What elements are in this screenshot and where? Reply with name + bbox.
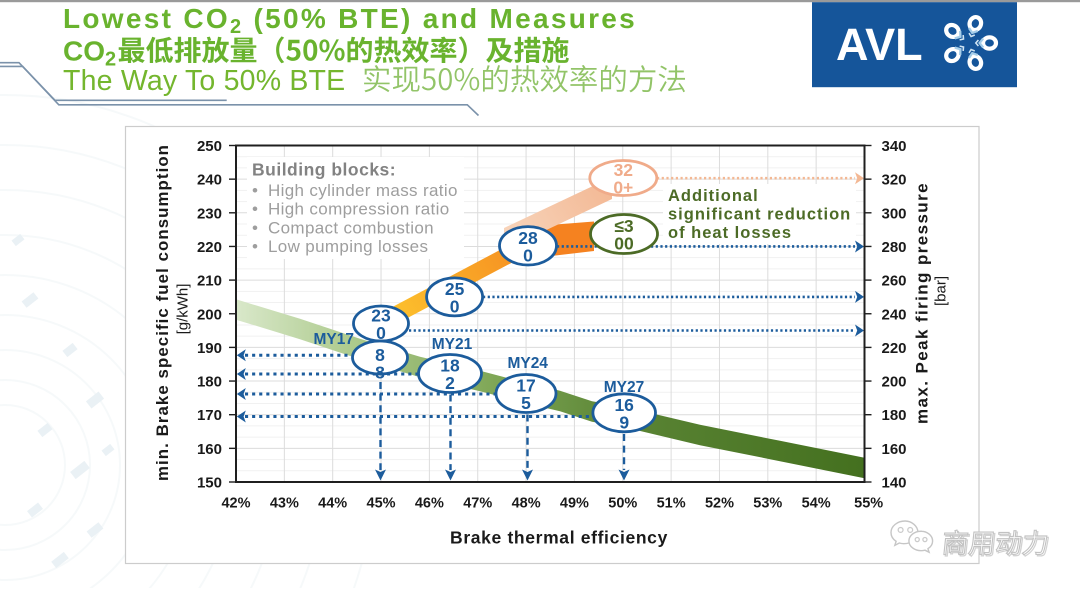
svg-text:•: • <box>252 181 258 200</box>
svg-text:42%: 42% <box>221 496 250 512</box>
svg-text:0: 0 <box>523 245 533 265</box>
svg-text:240: 240 <box>197 172 222 189</box>
svg-text:8: 8 <box>375 363 385 383</box>
svg-text:0+: 0+ <box>613 178 633 198</box>
svg-text:MY17: MY17 <box>314 331 355 348</box>
svg-text:47%: 47% <box>463 496 492 512</box>
svg-text:•: • <box>252 200 258 219</box>
svg-text:17: 17 <box>516 376 535 396</box>
svg-text:150: 150 <box>197 475 222 492</box>
svg-text:300: 300 <box>882 205 907 222</box>
svg-text:•: • <box>252 218 258 237</box>
svg-text:48%: 48% <box>512 496 541 512</box>
svg-text:49%: 49% <box>560 496 589 512</box>
svg-text:320: 320 <box>882 172 907 189</box>
svg-text:220: 220 <box>197 239 222 256</box>
svg-text:0: 0 <box>376 323 386 343</box>
svg-text:190: 190 <box>197 340 222 357</box>
svg-text:AVL: AVL <box>836 19 923 70</box>
svg-text:0: 0 <box>450 296 460 316</box>
svg-text:180: 180 <box>197 374 222 391</box>
svg-text:min. Brake specific fuel consu: min. Brake specific fuel consumption <box>153 144 172 481</box>
svg-text:43%: 43% <box>270 496 299 512</box>
svg-text:16: 16 <box>614 395 634 415</box>
svg-text:230: 230 <box>197 205 222 222</box>
svg-text:MY21: MY21 <box>432 336 473 353</box>
svg-text:250: 250 <box>197 138 222 155</box>
svg-text:32: 32 <box>614 160 634 180</box>
svg-text:44%: 44% <box>318 496 347 512</box>
svg-text:MY27: MY27 <box>604 379 645 396</box>
svg-text:18: 18 <box>440 356 460 376</box>
svg-text:9: 9 <box>619 412 629 432</box>
svg-text:≤3: ≤3 <box>614 216 634 236</box>
svg-text:160: 160 <box>882 441 907 458</box>
svg-text:240: 240 <box>882 306 907 323</box>
svg-text:Low pumping losses: Low pumping losses <box>268 237 428 256</box>
svg-text:280: 280 <box>882 239 907 256</box>
svg-text:[g/kWh]: [g/kWh] <box>175 284 192 335</box>
svg-text:5: 5 <box>521 393 531 413</box>
svg-text:CO2: CO2 <box>63 36 116 71</box>
svg-text:High compression ratio: High compression ratio <box>268 200 450 219</box>
svg-text:Brake thermal efficiency: Brake thermal efficiency <box>450 528 668 548</box>
svg-text:50%: 50% <box>608 496 637 512</box>
svg-text:260: 260 <box>882 273 907 290</box>
svg-text:45%: 45% <box>367 496 396 512</box>
svg-text:210: 210 <box>197 273 222 290</box>
svg-text:Lowest CO2 (50% BTE) and Measu: Lowest CO2 (50% BTE) and Measures <box>63 3 637 38</box>
svg-text:8: 8 <box>375 345 385 365</box>
svg-text:[bar]: [bar] <box>933 276 950 306</box>
svg-text:54%: 54% <box>802 496 831 512</box>
svg-text:•: • <box>252 237 258 256</box>
svg-text:200: 200 <box>197 306 222 323</box>
svg-text:25: 25 <box>445 279 465 299</box>
svg-text:2: 2 <box>445 373 455 393</box>
svg-text:23: 23 <box>371 306 391 326</box>
svg-text:140: 140 <box>882 475 907 492</box>
svg-text:MY24: MY24 <box>507 355 548 372</box>
svg-text:of heat losses: of heat losses <box>668 224 792 242</box>
svg-text:28: 28 <box>518 228 538 248</box>
svg-text:170: 170 <box>197 407 222 424</box>
svg-text:46%: 46% <box>415 496 444 512</box>
svg-text:52%: 52% <box>705 496 734 512</box>
svg-text:55%: 55% <box>854 496 883 512</box>
svg-text:Additional: Additional <box>668 187 759 205</box>
svg-text:significant reduction: significant reduction <box>668 206 851 224</box>
svg-text:180: 180 <box>882 407 907 424</box>
svg-text:53%: 53% <box>753 496 782 512</box>
svg-text:The Way To 50% BTE: The Way To 50% BTE <box>63 65 345 97</box>
svg-text:Compact combustion: Compact combustion <box>268 218 434 237</box>
svg-text:340: 340 <box>882 138 907 155</box>
svg-text:160: 160 <box>197 441 222 458</box>
svg-text:51%: 51% <box>657 496 686 512</box>
svg-text:Building blocks:: Building blocks: <box>252 160 396 180</box>
svg-text:High cylinder mass ratio: High cylinder mass ratio <box>268 181 458 200</box>
svg-text:00: 00 <box>614 234 634 254</box>
svg-text:200: 200 <box>882 374 907 391</box>
svg-text:220: 220 <box>882 340 907 357</box>
svg-text:max. Peak firing pressure: max. Peak firing pressure <box>913 182 932 424</box>
